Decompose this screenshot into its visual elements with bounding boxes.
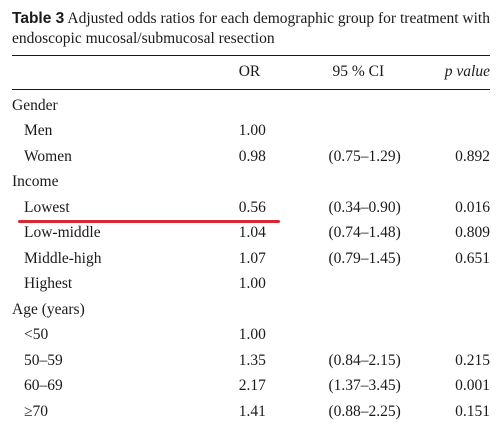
row-p-value: 0.151 (455, 402, 490, 420)
row-p-value: 0.809 (455, 224, 490, 242)
red-underline-annotation (18, 220, 280, 223)
row-p-value (445, 272, 490, 298)
row-label: Women (24, 147, 72, 165)
row-ci: (0.74–1.48) (328, 224, 401, 242)
table-row: Men 1.00 (12, 119, 490, 145)
row-label: ≥70 (24, 402, 49, 420)
row-p-value: 0.001 (455, 377, 490, 395)
row-label: Lowest (24, 198, 70, 216)
row-label: 60–69 (24, 377, 63, 395)
table-row: Women 0.98 (0.75–1.29) 0.892 (12, 144, 490, 170)
row-label: Highest (24, 275, 73, 293)
table-body: Gender Men 1.00 Women 0.98 (0.75–1.29) 0.892 In… (12, 89, 490, 425)
row-or: 1.41 (238, 402, 266, 420)
section-row: Age (years) (12, 297, 490, 323)
row-label: <50 (24, 326, 49, 344)
row-ci (329, 272, 445, 298)
header-group (12, 55, 219, 89)
table-row: Low-middle 1.04 (0.74–1.48) 0.809 (12, 221, 490, 247)
row-p-value: 0.016 (455, 198, 490, 216)
row-p-value (445, 323, 490, 349)
table-row: 60–69 2.17 (1.37–3.45) 0.001 (12, 374, 490, 400)
row-or: 1.00 (238, 275, 266, 293)
table-row: Middle-high 1.07 (0.79–1.45) 0.651 (12, 246, 490, 272)
row-label: Middle-high (24, 249, 102, 267)
table-row: Lowest 0.56 (0.34–0.90) 0.016 (12, 195, 490, 221)
row-ci: (0.84–2.15) (328, 351, 401, 369)
section-row: Income (12, 170, 490, 196)
table-top-rule (12, 55, 490, 56)
row-or: 2.17 (238, 377, 266, 395)
row-or: 1.07 (238, 249, 266, 267)
table-row: ≥70 1.41 (0.88–2.25) 0.151 (12, 399, 490, 425)
table-row: 50–59 1.35 (0.84–2.15) 0.215 (12, 348, 490, 374)
table-label: Table 3 (12, 10, 65, 27)
section-label: Age (years) (12, 300, 85, 318)
row-ci: (1.37–3.45) (328, 377, 401, 395)
row-ci: (0.79–1.45) (328, 249, 401, 267)
row-ci: (0.75–1.29) (328, 147, 401, 165)
row-or: 1.00 (238, 122, 266, 140)
row-or: 1.04 (238, 224, 266, 242)
table-row: Highest 1.00 (12, 272, 490, 298)
table-row: <50 1.00 (12, 323, 490, 349)
row-or: 1.00 (238, 326, 266, 344)
row-or: 0.98 (238, 147, 266, 165)
row-or: 0.56 (238, 198, 266, 216)
row-label: Men (24, 122, 53, 140)
row-label: 50–59 (24, 351, 63, 369)
header-or: OR (238, 63, 261, 80)
row-p-value (445, 119, 490, 145)
row-ci: (0.88–2.25) (328, 402, 401, 420)
header-p-value: p value (445, 55, 490, 89)
header-p-value-text: p value (444, 63, 490, 80)
section-row: Gender (12, 89, 490, 119)
section-label: Income (12, 173, 59, 191)
row-label: Low-middle (24, 224, 101, 242)
table-caption: Table 3 Adjusted odds ratios for each de… (12, 9, 490, 49)
row-ci: (0.34–0.90) (328, 198, 401, 216)
row-ci (329, 119, 445, 145)
row-p-value: 0.651 (455, 249, 490, 267)
row-p-value: 0.892 (455, 147, 490, 165)
row-or: 1.35 (238, 351, 266, 369)
table-header-rule (12, 89, 490, 90)
section-label: Gender (12, 96, 58, 114)
header-ci: 95 % CI (332, 63, 385, 80)
odds-ratio-table: OR 95 % CI p value Gender Men 1.00 Women 0.9… (12, 55, 490, 425)
row-p-value: 0.215 (455, 351, 490, 369)
row-ci (329, 323, 445, 349)
table-caption-text: Adjusted odds ratios for each demographi… (12, 10, 490, 47)
table-header-row: OR 95 % CI p value (12, 55, 490, 89)
